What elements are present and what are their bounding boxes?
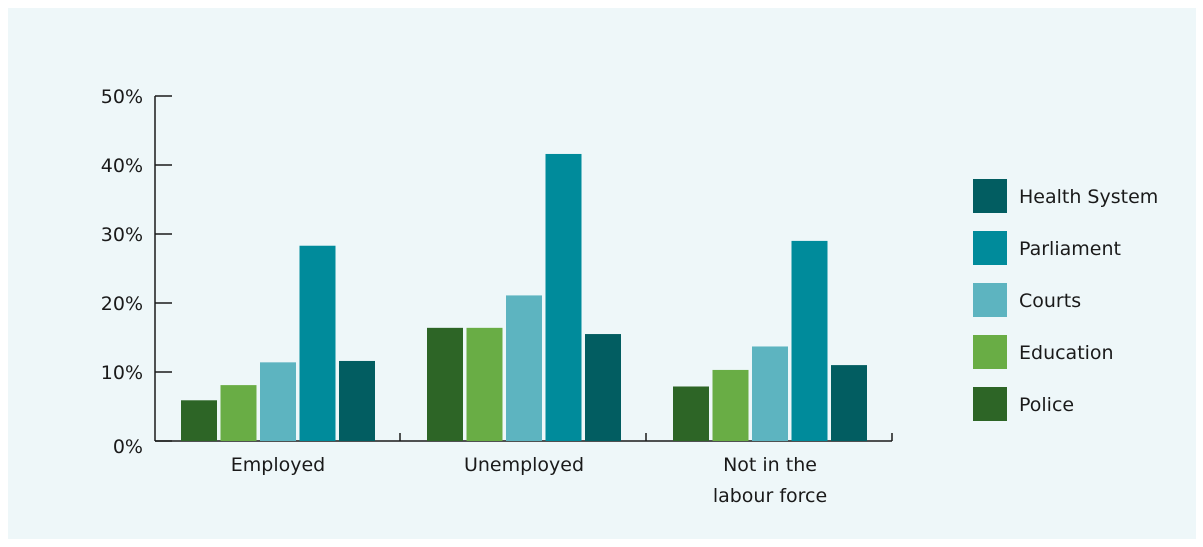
bar-parliament xyxy=(545,153,582,441)
bar-courts xyxy=(260,362,296,441)
legend-label: Courts xyxy=(1019,290,1081,312)
x-category-label: Employed xyxy=(231,454,325,476)
y-tick-label: 20% xyxy=(101,293,143,315)
chart-panel xyxy=(8,8,1196,539)
legend-label: Education xyxy=(1019,342,1114,364)
x-category-label: Not in the xyxy=(723,454,817,476)
bar-police xyxy=(673,386,709,441)
bar-courts xyxy=(752,346,788,441)
bar-parliament xyxy=(299,245,336,441)
x-category-label: Unemployed xyxy=(464,454,584,476)
bars xyxy=(181,153,867,441)
legend-label: Parliament xyxy=(1019,238,1121,260)
legend-label: Health System xyxy=(1019,186,1158,208)
x-category-label: labour force xyxy=(713,485,827,507)
legend-swatch xyxy=(973,231,1007,265)
bar-police xyxy=(181,400,217,441)
legend-swatch xyxy=(973,335,1007,369)
y-tick-label: 10% xyxy=(101,362,143,384)
legend: Health System Parliament Courts Education Po… xyxy=(973,179,1158,421)
legend-swatch xyxy=(973,387,1007,421)
bar-health-system xyxy=(831,365,867,441)
legend-swatch xyxy=(973,283,1007,317)
y-tick-label: 40% xyxy=(101,155,143,177)
bar-education xyxy=(712,369,749,441)
bar-education xyxy=(220,385,257,441)
y-tick-label: 0% xyxy=(113,436,143,458)
bar-police xyxy=(427,327,463,441)
y-tick-label: 50% xyxy=(101,86,143,108)
legend-swatch xyxy=(973,179,1007,213)
bar-health-system xyxy=(339,360,375,441)
legend-label: Police xyxy=(1019,394,1074,416)
bar-health-system xyxy=(585,334,621,441)
x-axis-labels: Employed Unemployed Not in the labour force xyxy=(231,454,827,507)
y-tick-label: 30% xyxy=(101,224,143,246)
bar-courts xyxy=(506,295,542,441)
bar-education xyxy=(466,327,503,441)
bar-parliament xyxy=(791,240,828,441)
